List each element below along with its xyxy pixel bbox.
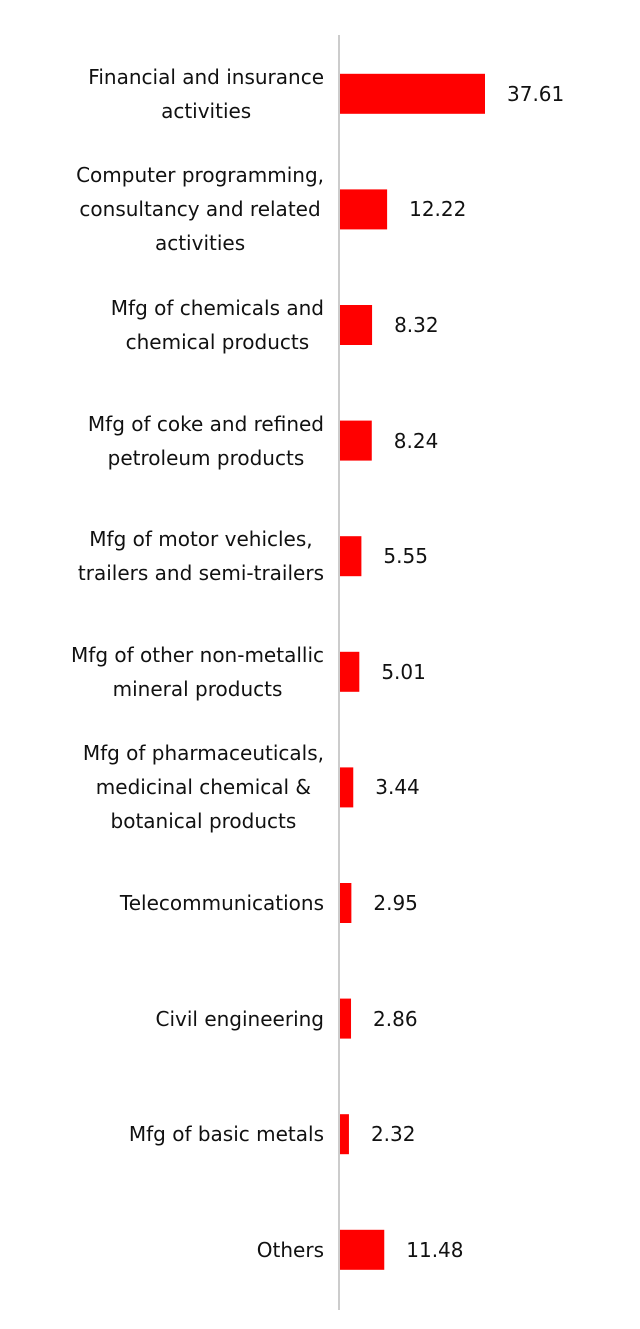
bar <box>340 420 372 461</box>
value-label: 2.86 <box>373 1006 418 1031</box>
category-label: Mfg of coke and refined petroleum produc… <box>87 411 324 470</box>
category-label: Civil engineering <box>155 1006 325 1031</box>
bar <box>340 767 354 808</box>
category-label: Mfg of chemicals and chemical products <box>110 296 324 354</box>
bar <box>340 305 373 345</box>
value-label: 5.01 <box>381 659 426 684</box>
bar <box>340 651 360 692</box>
bar <box>340 73 485 114</box>
value-label: 11.48 <box>406 1237 464 1262</box>
bar <box>340 1114 349 1155</box>
value-label: 8.32 <box>394 313 439 337</box>
category-label: Mfg of pharmaceuticals, medicinal chemic… <box>82 741 324 834</box>
bar <box>340 536 362 577</box>
category-label: Mfg of other non-metallic mineral produc… <box>71 642 324 701</box>
value-label: 2.32 <box>370 1122 416 1147</box>
category-label: Computer programming, consultancy and re… <box>76 163 324 256</box>
value-label: 8.24 <box>393 428 439 453</box>
bar <box>340 189 388 230</box>
value-label: 37.61 <box>507 81 565 106</box>
category-label: Mfg of motor vehicles, trailers and semi… <box>77 527 324 586</box>
value-label: 3.44 <box>375 775 420 800</box>
value-label: 5.55 <box>383 544 428 569</box>
category-label: Mfg of basic metals <box>128 1122 324 1147</box>
bar <box>340 1229 385 1270</box>
category-label: Others <box>256 1237 324 1262</box>
category-label: Telecommunications <box>119 891 324 915</box>
category-label: Financial and insurance activities <box>88 64 324 123</box>
value-label: 2.95 <box>373 891 418 915</box>
value-label: 12.22 <box>409 197 467 222</box>
bar <box>340 883 352 923</box>
bar <box>340 998 352 1039</box>
